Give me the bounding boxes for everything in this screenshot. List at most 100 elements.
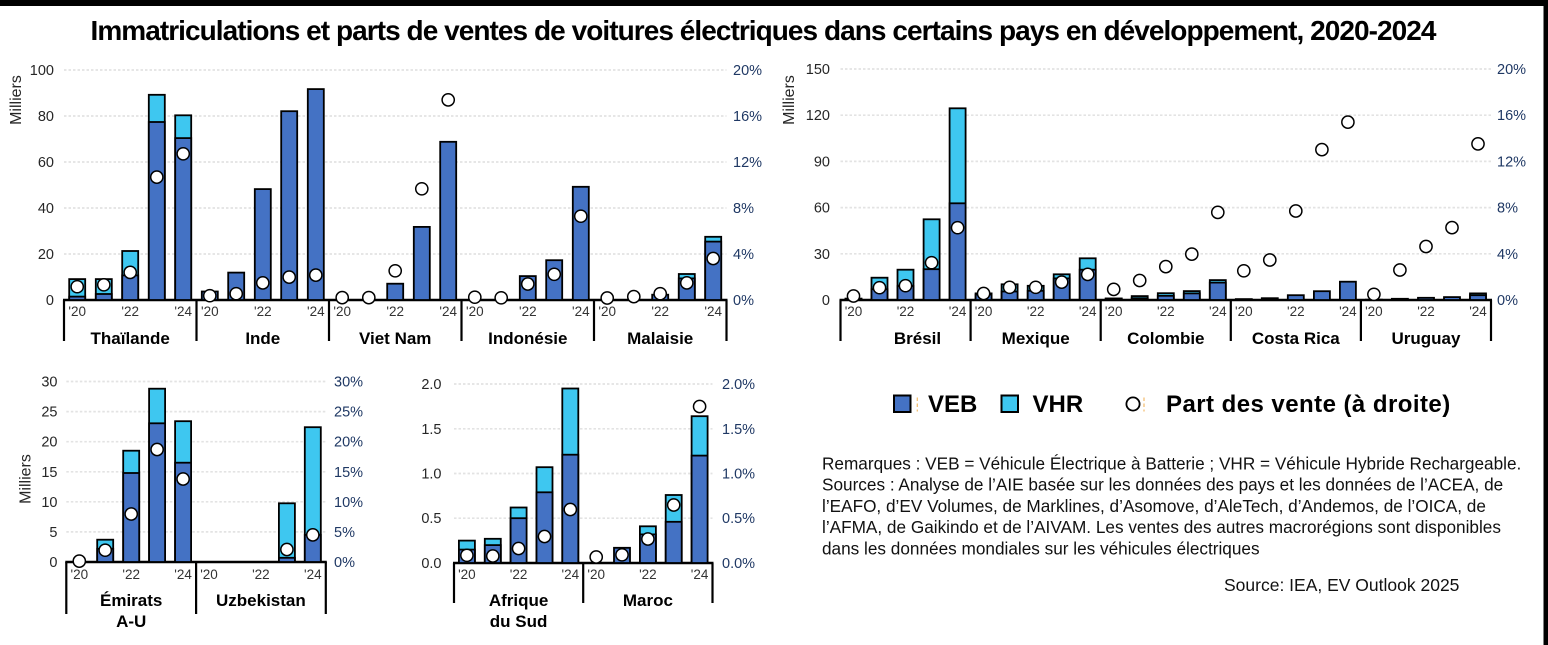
svg-text:'22: '22 [651, 304, 669, 319]
svg-text:l’AFMA, de Gaikindo et de l’AI: l’AFMA, de Gaikindo et de l’AIVAM. Les v… [822, 517, 1501, 537]
svg-text:Costa Rica: Costa Rica [1252, 329, 1340, 348]
svg-text:0: 0 [46, 293, 54, 309]
svg-text:Milliers: Milliers [18, 454, 35, 504]
svg-text:'20: '20 [458, 567, 476, 582]
svg-text:dans les données mondiales sur: dans les données mondiales sur les véhic… [822, 538, 1260, 558]
svg-text:'20: '20 [333, 304, 351, 319]
svg-text:'20: '20 [1105, 304, 1123, 319]
svg-text:'22: '22 [639, 567, 657, 582]
svg-text:1.0: 1.0 [421, 467, 441, 483]
svg-text:5: 5 [49, 525, 57, 541]
svg-text:0%: 0% [1497, 293, 1518, 309]
svg-text:l’EAFO, d’EV Volumes, de Markl: l’EAFO, d’EV Volumes, de Marklines, d’As… [822, 496, 1486, 516]
svg-text:'24: '24 [691, 567, 709, 582]
svg-text:'22: '22 [122, 567, 140, 582]
svg-text:'24: '24 [562, 567, 580, 582]
svg-text:25%: 25% [334, 405, 363, 421]
svg-text:'24: '24 [1209, 304, 1227, 319]
svg-text:'24: '24 [1079, 304, 1097, 319]
svg-text:'22: '22 [121, 304, 139, 319]
svg-text:'20: '20 [1365, 304, 1383, 319]
svg-text:20: 20 [41, 435, 57, 451]
svg-text:'22: '22 [1157, 304, 1175, 319]
svg-text:'20: '20 [201, 304, 219, 319]
svg-text:'22: '22 [1417, 304, 1435, 319]
svg-text:Mexique: Mexique [1002, 329, 1070, 348]
svg-text:Sources : Analyse de l’AIE bas: Sources : Analyse de l’AIE basée sur les… [822, 475, 1503, 495]
svg-text:Brésil: Brésil [894, 329, 941, 348]
svg-text:16%: 16% [733, 109, 762, 125]
svg-text:Uruguay: Uruguay [1392, 329, 1462, 348]
svg-text:1.5: 1.5 [421, 422, 441, 438]
svg-text:Thaïlande: Thaïlande [91, 329, 170, 348]
svg-text:4%: 4% [1497, 247, 1518, 263]
svg-text:4%: 4% [733, 247, 754, 263]
svg-text:Inde: Inde [245, 329, 280, 348]
svg-text:'22: '22 [510, 567, 528, 582]
svg-text:'22: '22 [519, 304, 537, 319]
svg-text:0: 0 [49, 555, 57, 571]
svg-text:'20: '20 [1235, 304, 1253, 319]
svg-text:'22: '22 [252, 567, 270, 582]
svg-text:Afrique: Afrique [489, 591, 549, 610]
svg-text:0.5: 0.5 [421, 511, 441, 527]
svg-text:'22: '22 [1027, 304, 1045, 319]
svg-text:'22: '22 [386, 304, 404, 319]
svg-text:'22: '22 [897, 304, 915, 319]
svg-text:'20: '20 [466, 304, 484, 319]
svg-text:Immatriculations et parts de v: Immatriculations et parts de ventes de v… [91, 15, 1437, 46]
svg-text:'24: '24 [572, 304, 590, 319]
svg-text:120: 120 [806, 108, 830, 124]
svg-text:Uzbekistan: Uzbekistan [216, 591, 306, 610]
svg-text:'20: '20 [587, 567, 605, 582]
svg-text:'24: '24 [307, 304, 325, 319]
svg-text:25: 25 [41, 405, 57, 421]
svg-text:12%: 12% [1497, 154, 1526, 170]
svg-text:'24: '24 [704, 304, 722, 319]
svg-text:2.0%: 2.0% [722, 377, 755, 393]
svg-text:'20: '20 [975, 304, 993, 319]
svg-text:0.5%: 0.5% [722, 511, 755, 527]
svg-text:0%: 0% [334, 555, 355, 571]
svg-text:2.0: 2.0 [421, 377, 441, 393]
svg-text:16%: 16% [1497, 108, 1526, 124]
svg-text:'20: '20 [598, 304, 616, 319]
svg-text:'22: '22 [254, 304, 272, 319]
svg-text:'24: '24 [1469, 304, 1487, 319]
svg-text:90: 90 [814, 154, 830, 170]
svg-text:0.0: 0.0 [421, 556, 441, 572]
svg-text:5%: 5% [334, 525, 355, 541]
svg-text:15%: 15% [334, 465, 363, 481]
svg-text:20%: 20% [733, 63, 762, 79]
svg-text:'24: '24 [439, 304, 457, 319]
svg-text:80: 80 [38, 109, 54, 125]
svg-text:60: 60 [38, 155, 54, 171]
svg-text:Émirats: Émirats [100, 591, 162, 610]
svg-text:Remarques : VEB = Véhicule Éle: Remarques : VEB = Véhicule Électrique à … [822, 454, 1521, 474]
svg-text:1.0%: 1.0% [722, 467, 755, 483]
svg-text:Malaisie: Malaisie [627, 329, 693, 348]
svg-text:VHR: VHR [1033, 391, 1084, 418]
svg-text:'24: '24 [174, 304, 192, 319]
svg-text:60: 60 [814, 201, 830, 217]
svg-text:100: 100 [30, 63, 54, 79]
svg-text:0: 0 [822, 293, 830, 309]
svg-text:30: 30 [814, 247, 830, 263]
svg-text:Indonésie: Indonésie [488, 329, 567, 348]
svg-text:10: 10 [41, 495, 57, 511]
svg-text:40: 40 [38, 201, 54, 217]
svg-text:Source: IEA, EV Outlook 2025: Source: IEA, EV Outlook 2025 [1224, 575, 1459, 595]
svg-text:'24: '24 [1339, 304, 1357, 319]
svg-text:'24: '24 [304, 567, 322, 582]
svg-text:Viet Nam: Viet Nam [359, 329, 431, 348]
svg-text:150: 150 [806, 62, 830, 78]
svg-text:20: 20 [38, 247, 54, 263]
svg-text:'20: '20 [200, 567, 218, 582]
svg-text:1.5%: 1.5% [722, 422, 755, 438]
svg-text:'20: '20 [845, 304, 863, 319]
svg-text:du Sud: du Sud [490, 612, 548, 631]
svg-text:Milliers: Milliers [8, 75, 25, 125]
svg-text:15: 15 [41, 465, 57, 481]
svg-text:Colombie: Colombie [1127, 329, 1204, 348]
svg-text:'20: '20 [68, 304, 86, 319]
